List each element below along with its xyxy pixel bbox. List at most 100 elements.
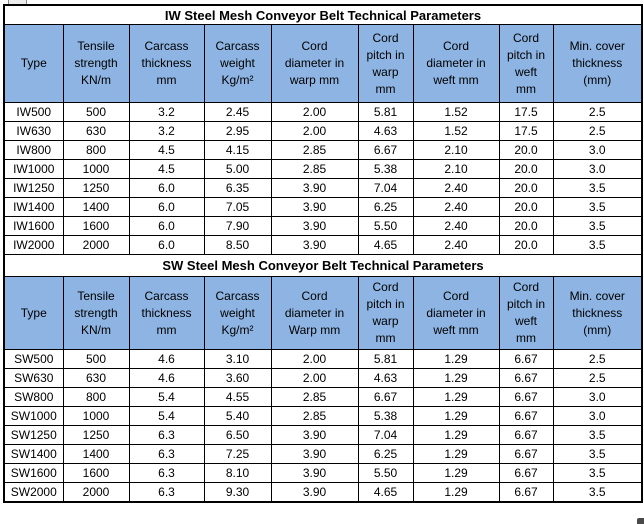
value-cell: 1600 — [62, 463, 130, 483]
value-cell: 1400 — [62, 197, 130, 217]
value-cell: 6.67 — [498, 463, 554, 483]
table-title-sw: SW Steel Mesh Conveyor Belt Technical Pa… — [3, 254, 643, 277]
value-cell: 6.67 — [498, 368, 554, 388]
value-cell: 17.5 — [498, 102, 554, 122]
value-cell: 6.67 — [498, 406, 554, 426]
table-title-iw: IW Steel Mesh Conveyor Belt Technical Pa… — [3, 4, 643, 25]
value-cell: 1.29 — [412, 368, 500, 388]
table-body-sw: SW500 500 4.6 3.10 2.00 5.81 1.29 6.67 2.5 SW630 6… — [3, 349, 643, 502]
value-cell: 20.0 — [498, 197, 554, 217]
column-header-row-sw: Type Tensile strength KN/m Carcass thickne… — [3, 276, 643, 350]
value-cell: 8.50 — [203, 235, 272, 255]
value-cell: 20.0 — [498, 178, 554, 198]
table-title-row-iw: IW Steel Mesh Conveyor Belt Technical Pa… — [3, 4, 643, 25]
value-cell: 1.29 — [412, 406, 500, 426]
value-cell: 4.63 — [357, 368, 414, 388]
value-cell: 17.5 — [498, 121, 554, 141]
value-cell: 1600 — [62, 216, 130, 236]
value-cell: 3.90 — [270, 444, 359, 464]
table-row: IW1600 1600 6.0 7.90 3.90 5.50 2.40 20.0 3.5 — [3, 216, 643, 236]
column-header: Cord pitch in warp mm — [357, 276, 414, 350]
value-cell: 3.10 — [203, 349, 272, 369]
value-cell: 2.40 — [412, 235, 500, 255]
type-cell: IW500 — [3, 102, 64, 122]
type-cell: SW2000 — [3, 482, 64, 502]
value-cell: 3.90 — [270, 216, 359, 236]
column-header: Type — [3, 24, 64, 103]
value-cell: 3.2 — [128, 102, 205, 122]
value-cell: 3.5 — [552, 463, 643, 483]
value-cell: 2.5 — [552, 368, 643, 388]
value-cell: 20.0 — [498, 159, 554, 179]
value-cell: 3.90 — [270, 197, 359, 217]
table-row: SW1250 1250 6.3 6.50 3.90 7.04 1.29 6.67 3.5 — [3, 425, 643, 445]
value-cell: 3.2 — [128, 121, 205, 141]
value-cell: 630 — [62, 368, 130, 388]
type-cell: IW2000 — [3, 235, 64, 255]
value-cell: 2.40 — [412, 216, 500, 236]
table-row: IW800 800 4.5 4.15 2.85 6.67 2.10 20.0 3.0 — [3, 140, 643, 160]
value-cell: 3.5 — [552, 425, 643, 445]
value-cell: 3.5 — [552, 216, 643, 236]
type-cell: SW1600 — [3, 463, 64, 483]
value-cell: 6.25 — [357, 444, 414, 464]
column-header: Type — [3, 276, 64, 350]
value-cell: 3.90 — [270, 463, 359, 483]
value-cell: 2.00 — [270, 121, 359, 141]
value-cell: 5.81 — [357, 349, 414, 369]
value-cell: 3.90 — [270, 235, 359, 255]
value-cell: 8.10 — [203, 463, 272, 483]
value-cell: 5.4 — [128, 387, 205, 407]
type-cell: SW1250 — [3, 425, 64, 445]
value-cell: 2.85 — [270, 406, 359, 426]
value-cell: 3.90 — [270, 425, 359, 445]
type-cell: IW630 — [3, 121, 64, 141]
value-cell: 1250 — [62, 425, 130, 445]
value-cell: 2.5 — [552, 102, 643, 122]
value-cell: 2.85 — [270, 140, 359, 160]
value-cell: 4.55 — [203, 387, 272, 407]
value-cell: 800 — [62, 387, 130, 407]
column-header: Carcass weight Kg/m² — [203, 276, 272, 350]
column-header-row-iw: Type Tensile strength KN/m Carcass thickne… — [3, 24, 643, 103]
type-cell: IW1250 — [3, 178, 64, 198]
value-cell: 3.5 — [552, 178, 643, 198]
value-cell: 2.40 — [412, 178, 500, 198]
type-cell: SW1400 — [3, 444, 64, 464]
value-cell: 3.5 — [552, 444, 643, 464]
type-cell: IW1000 — [3, 159, 64, 179]
value-cell: 6.67 — [498, 425, 554, 445]
value-cell: 2.40 — [412, 197, 500, 217]
value-cell: 1.29 — [412, 444, 500, 464]
value-cell: 9.30 — [203, 482, 272, 502]
value-cell: 3.5 — [552, 235, 643, 255]
value-cell: 6.67 — [498, 444, 554, 464]
table-row: SW630 630 4.6 3.60 2.00 4.63 1.29 6.67 2.5 — [3, 368, 643, 388]
value-cell: 6.35 — [203, 178, 272, 198]
column-header: Min. cover thickness (mm) — [552, 276, 643, 350]
value-cell: 5.40 — [203, 406, 272, 426]
value-cell: 4.6 — [128, 368, 205, 388]
value-cell: 4.15 — [203, 140, 272, 160]
column-header: Cord diameter in warp mm — [270, 24, 359, 103]
value-cell: 7.05 — [203, 197, 272, 217]
value-cell: 20.0 — [498, 216, 554, 236]
value-cell: 7.90 — [203, 216, 272, 236]
value-cell: 4.65 — [357, 482, 414, 502]
value-cell: 5.38 — [357, 159, 414, 179]
value-cell: 6.25 — [357, 197, 414, 217]
type-cell: IW1400 — [3, 197, 64, 217]
column-header: Tensile strength KN/m — [62, 24, 130, 103]
type-cell: SW630 — [3, 368, 64, 388]
value-cell: 3.90 — [270, 178, 359, 198]
column-header: Carcass weight Kg/m² — [203, 24, 272, 103]
type-cell: SW500 — [3, 349, 64, 369]
value-cell: 2000 — [62, 482, 130, 502]
value-cell: 5.4 — [128, 406, 205, 426]
value-cell: 3.5 — [552, 197, 643, 217]
value-cell: 4.5 — [128, 140, 205, 160]
table-row: SW800 800 5.4 4.55 2.85 6.67 1.29 6.67 3.0 — [3, 387, 643, 407]
value-cell: 2.00 — [270, 102, 359, 122]
type-cell: SW1000 — [3, 406, 64, 426]
